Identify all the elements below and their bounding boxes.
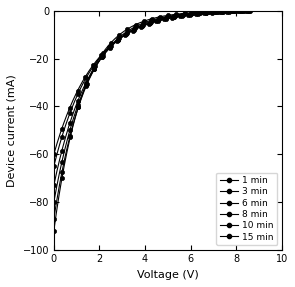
X-axis label: Voltage (V): Voltage (V) (137, 270, 199, 280)
Legend: 1 min, 3 min, 6 min, 8 min, 10 min, 15 min: 1 min, 3 min, 6 min, 8 min, 10 min, 15 m… (216, 172, 277, 245)
Y-axis label: Device current (mA): Device current (mA) (7, 74, 17, 187)
